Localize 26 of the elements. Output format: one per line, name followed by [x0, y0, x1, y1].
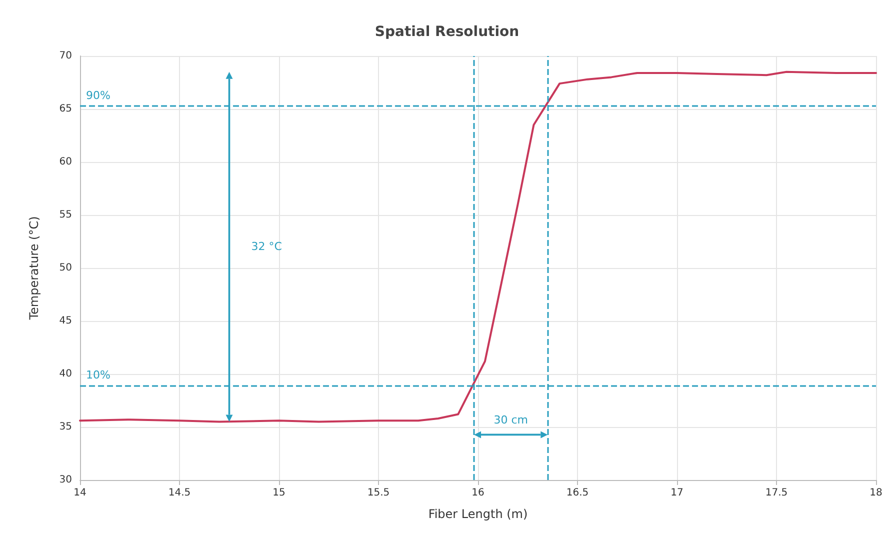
- x-tick-label: 14: [74, 488, 86, 498]
- x-tick-label: 17.5: [765, 488, 788, 498]
- x-tick-label: 14.5: [168, 488, 191, 498]
- x-tick-label: 15: [272, 488, 286, 498]
- annotation: 90%: [86, 88, 110, 102]
- chart-title: Spatial Resolution: [374, 24, 520, 40]
- x-tick-label: 18: [870, 488, 882, 498]
- y-tick-label: 70: [59, 50, 72, 62]
- y-tick-label: 65: [59, 104, 72, 114]
- x-tick-label: 15.5: [367, 488, 390, 498]
- y-axis-title: Temperature (°C): [27, 216, 41, 321]
- y-tick-label: 40: [59, 368, 72, 380]
- x-tick-label: 16.5: [566, 488, 589, 498]
- x-tick-label: 16: [472, 488, 484, 498]
- y-tick-label: 60: [59, 156, 72, 168]
- y-tick-label: 55: [59, 210, 72, 220]
- line-series: [79, 70, 877, 423]
- annotation: 30 cm: [494, 414, 528, 427]
- annotation: 10%: [86, 368, 110, 382]
- y-tick-label: 35: [59, 422, 72, 432]
- y-tick-label: 30: [59, 474, 72, 486]
- x-axis-title: Fiber Length (m): [428, 507, 528, 521]
- annotation: 32 °C: [251, 240, 282, 253]
- y-tick-label: 45: [59, 316, 72, 326]
- y-tick-label: 50: [59, 262, 72, 274]
- x-tick-label: 17: [670, 488, 684, 498]
